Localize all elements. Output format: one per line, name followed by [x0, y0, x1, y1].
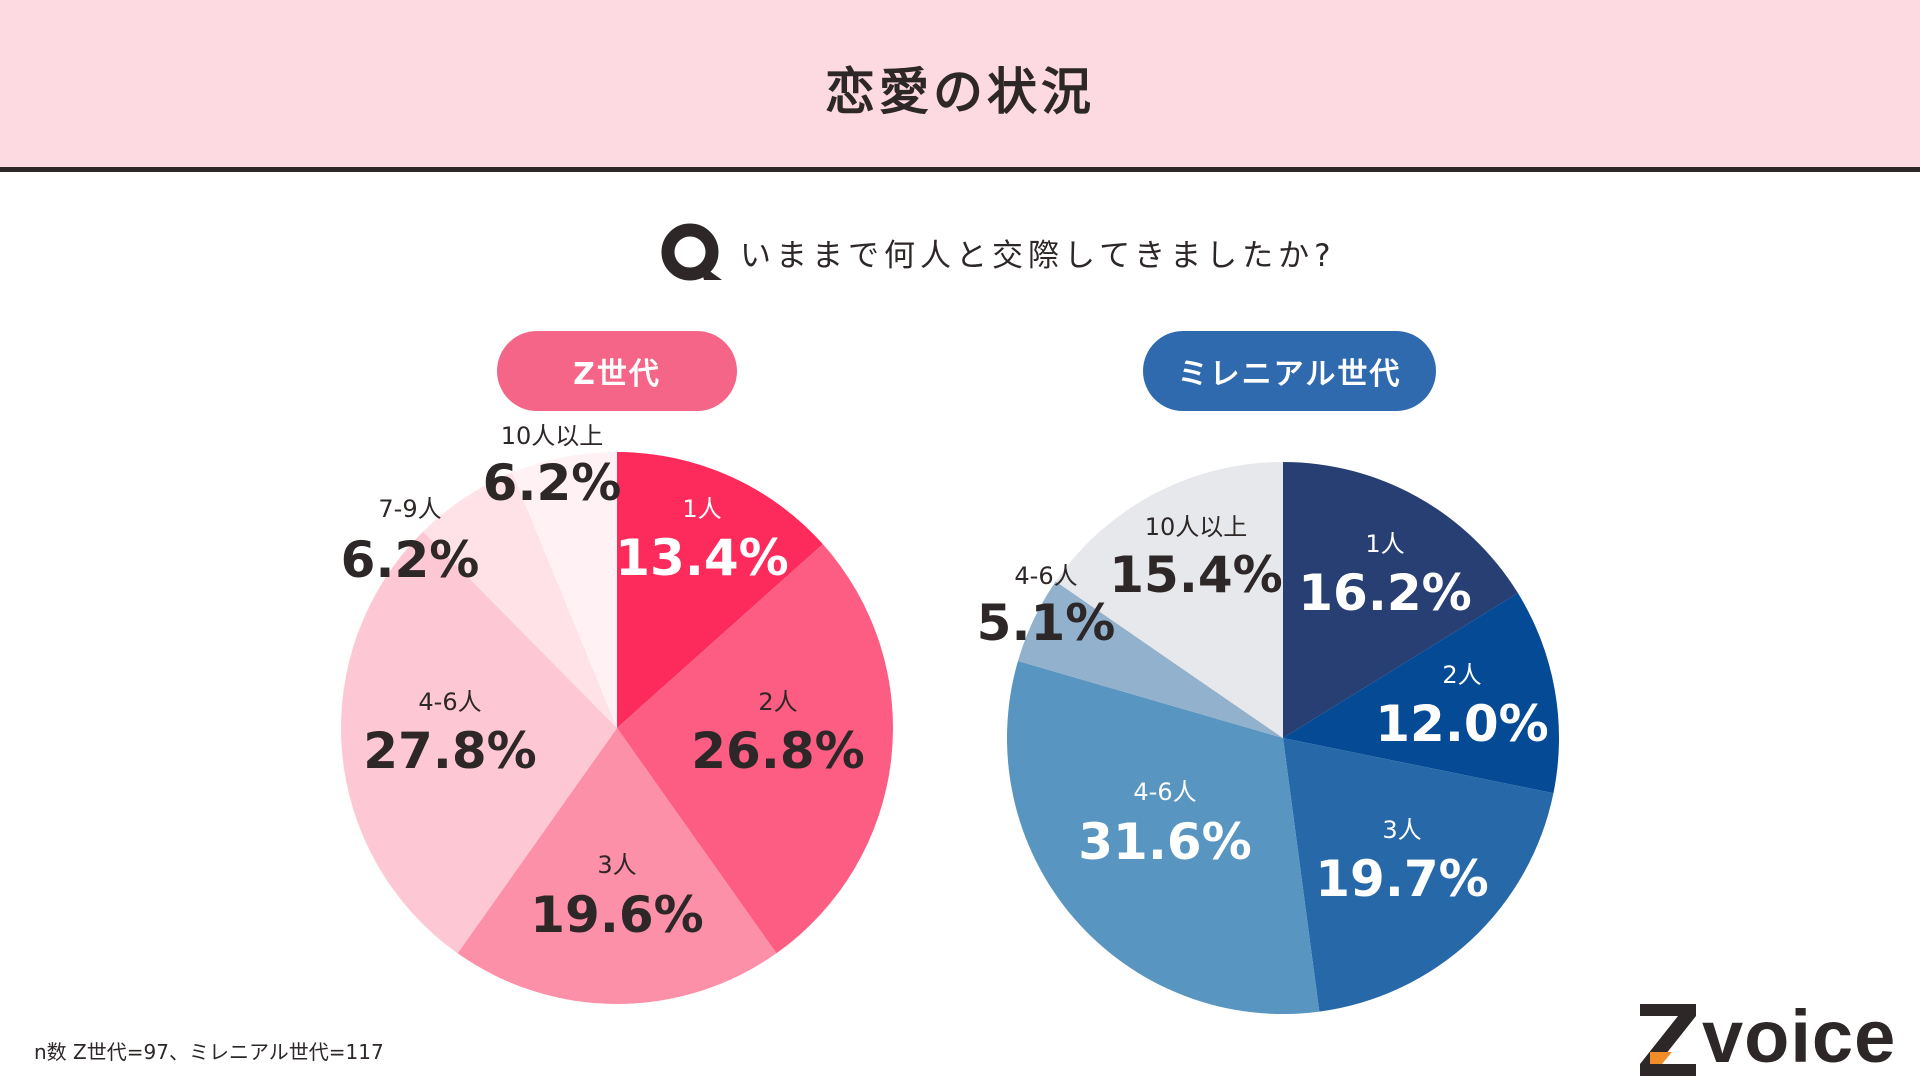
z-generation-badge: Z世代 [497, 331, 737, 411]
z-logo-icon [1640, 1004, 1696, 1076]
pie-slice [1283, 738, 1554, 1012]
slice-category-label: 1人 [682, 495, 721, 523]
page-title: 恋愛の状況 [825, 63, 1095, 121]
logo-text: voice [1702, 995, 1897, 1078]
zvoice-logo: voice [1636, 995, 1920, 1080]
millennial-generation-badge: ミレニアル世代 [1143, 331, 1436, 411]
slice-category-label: 1人 [1365, 530, 1404, 558]
pie-millennial: 1人 16.2% 2人 12.0% 3人 19.7% 4-6人 31.6% 4-6人 5.1% 10… [977, 462, 1559, 1014]
pie-slice [512, 452, 617, 728]
slice-category-label: 4-6人 [1014, 562, 1077, 590]
slice-value-label: 6.2% [483, 454, 622, 512]
slice-category-label: 4-6人 [418, 688, 481, 716]
header-banner: 恋愛の状況 [0, 0, 1920, 172]
pie-slice [617, 452, 823, 728]
pie-slice [457, 728, 777, 1005]
pie-slice [341, 531, 617, 954]
pie-slice [617, 544, 894, 954]
pie-slice [1283, 462, 1518, 738]
slice-category-label: 7-9人 [378, 495, 441, 523]
slice-category-label: 2人 [1442, 661, 1481, 689]
sample-size-note: n数 Z世代=97、ミレニアル世代=117 [34, 1040, 384, 1064]
q-icon [661, 223, 722, 281]
slice-category-label: 10人以上 [501, 422, 604, 450]
slice-category-label: 3人 [597, 851, 636, 879]
question-text: いままで何人と交際してきましたか? [740, 237, 1336, 274]
question-row: いままで何人と交際してきましたか? [660, 222, 1336, 282]
slice-category-label: 2人 [758, 688, 797, 716]
slice-value-label: 19.7% [1315, 850, 1488, 908]
slice-value-label: 6.2% [341, 531, 480, 589]
pie-slice [1055, 462, 1283, 738]
pie-slice [423, 472, 617, 728]
slice-value-label: 27.8% [363, 722, 536, 780]
slice-category-label: 10人以上 [1145, 513, 1248, 541]
slice-value-label: 26.8% [691, 722, 864, 780]
slice-category-label: 4-6人 [1133, 778, 1196, 806]
pie-slice [1283, 593, 1559, 794]
slice-value-label: 31.6% [1078, 813, 1251, 871]
slice-value-label: 16.2% [1298, 564, 1471, 622]
pie-slice [1007, 660, 1320, 1014]
pie-slice [1017, 581, 1283, 738]
slice-value-label: 12.0% [1375, 695, 1548, 753]
slice-category-label: 3人 [1382, 816, 1421, 844]
pie-z-generation: 1人 13.4% 2人 26.8% 3人 19.6% 4-6人 27.8% 7-9人 6.2% 10… [341, 422, 894, 1005]
slice-value-label: 5.1% [977, 594, 1116, 652]
slice-value-label: 13.4% [615, 529, 788, 587]
slice-value-label: 19.6% [530, 886, 703, 944]
slice-value-label: 15.4% [1109, 546, 1282, 604]
